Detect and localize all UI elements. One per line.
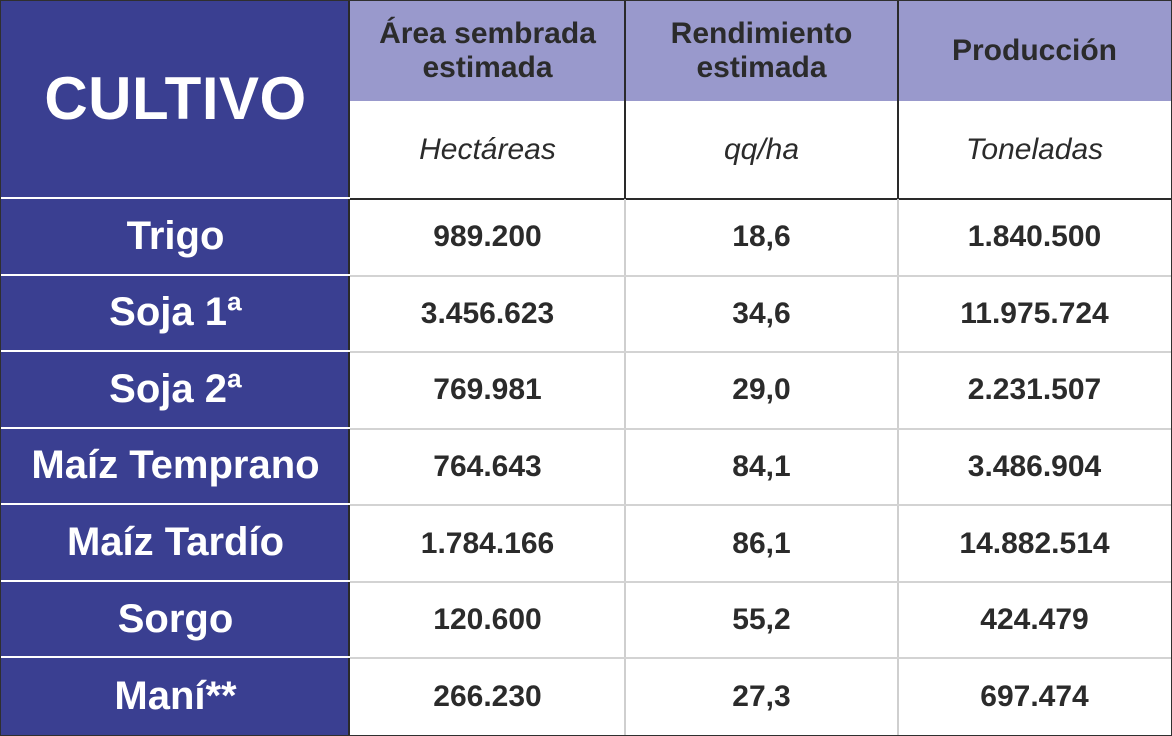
area-header-line-2: estimada [422,51,553,84]
area-cell: 769.981 [433,373,542,407]
yield-cell: 84,1 [732,449,791,483]
yield-cell: 55,2 [732,603,791,637]
yield-unit: qq/ha [625,101,898,199]
body-col-divider-1 [624,199,626,735]
area-cell: 120.600 [433,603,542,637]
header-col-divider-1 [624,1,626,199]
crop-column-header: CULTIVO [1,1,350,199]
row-divider [350,504,1171,507]
area-cell: 764.643 [433,449,542,483]
crop-name-cell: Soja 1ª [1,276,350,353]
header-divider [350,198,1171,200]
production-cell: 2.231.507 [967,373,1102,407]
area-unit: Hectáreas [350,101,625,199]
row-divider [350,351,1171,354]
production-unit: Toneladas [898,101,1171,199]
row-divider [350,274,1171,277]
header-col-divider-2 [897,1,899,199]
crop-column: CULTIVO Trigo Soja 1ª Soja 2ª Maíz Temprano… [1,1,350,735]
crop-name-cell: Soja 2ª [1,352,350,429]
yield-header-line-2: estimada [696,51,827,84]
row-divider [350,657,1171,660]
area-cell: 266.230 [433,679,542,713]
production-cell: 1.840.500 [967,220,1102,254]
crop-name-cell: Sorgo [1,582,350,659]
yield-header-line-1: Rendimiento [670,17,853,50]
production-cell: 3.486.904 [967,449,1102,483]
production-cell: 11.975.724 [960,296,1109,330]
area-cell: 3.456.623 [420,296,555,330]
yield-cell: 27,3 [732,679,791,713]
yield-cell: 86,1 [732,526,791,560]
area-cell: 989.200 [433,220,542,254]
production-header-line-1: Producción [951,34,1117,67]
yield-cell: 18,6 [732,220,791,254]
area-header: Área sembrada estimada [350,1,625,101]
row-divider [350,580,1171,583]
body-col-divider-2 [897,199,899,735]
crop-name-cell: Trigo [1,199,350,276]
yield-cell: 34,6 [732,296,791,330]
production-cell: 14.882.514 [959,526,1110,560]
crop-name-cell: Maíz Tardío [1,505,350,582]
yield-header: Rendimiento estimada [625,1,898,101]
production-cell: 424.479 [980,603,1089,637]
row-divider [350,427,1171,430]
area-header-line-1: Área sembrada [379,17,596,50]
crop-name-cell: Maíz Temprano [1,429,350,506]
yield-cell: 29,0 [732,373,791,407]
area-cell: 1.784.166 [420,526,555,560]
production-cell: 697.474 [980,679,1089,713]
crop-name-cell: Maní** [114,674,237,719]
production-header: Producción [898,1,1171,101]
